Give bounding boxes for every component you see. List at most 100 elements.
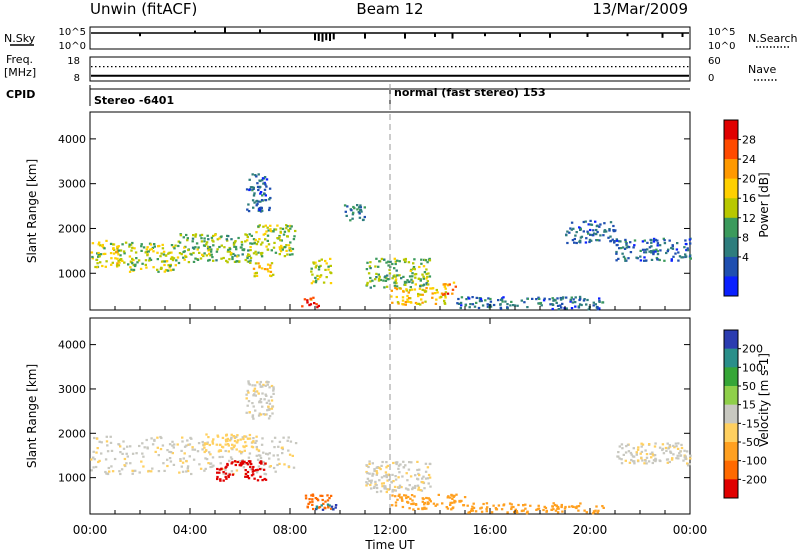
scatter-cell	[378, 466, 381, 469]
scatter-cell	[161, 444, 165, 447]
scatter-cell	[257, 207, 261, 210]
scatter-cell	[206, 247, 210, 250]
scatter-cell	[259, 468, 262, 471]
scatter-cell	[202, 443, 205, 446]
scatter-cell	[523, 301, 526, 304]
scatter-cell	[429, 287, 432, 290]
scatter-cell	[382, 482, 385, 485]
scatter-cell	[394, 504, 398, 507]
scatter-cell	[450, 493, 453, 496]
scatter-cell	[183, 246, 186, 249]
scatter-cell	[675, 445, 678, 448]
scatter-cell	[459, 306, 462, 310]
scatter-cell	[312, 507, 315, 511]
scatter-cell	[425, 282, 428, 285]
scatter-cell	[396, 498, 399, 501]
scatter-cell	[316, 274, 319, 277]
scatter-cell	[146, 254, 149, 257]
scatter-cell	[202, 244, 206, 247]
scatter-cell	[233, 436, 237, 439]
scatter-cell	[159, 448, 163, 451]
scatter-cell	[207, 462, 210, 465]
scatter-cell	[230, 238, 233, 241]
scatter-cell	[100, 452, 103, 455]
scatter-cell	[627, 257, 630, 260]
scatter-cell	[267, 417, 271, 420]
scatter-cell	[655, 248, 658, 251]
scatter-cell	[187, 248, 190, 252]
scatter-cell	[544, 506, 548, 510]
scatter-cell	[643, 251, 646, 254]
scatter-cell	[309, 303, 313, 306]
scatter-cell	[246, 404, 249, 407]
scatter-cell	[592, 229, 595, 232]
scatter-cell	[321, 508, 325, 511]
scatter-cell	[608, 229, 611, 232]
scatter-cell	[282, 233, 286, 236]
scatter-cell	[689, 254, 692, 257]
scatter-cell	[411, 281, 414, 284]
scatter-cell	[252, 405, 255, 408]
scatter-cell	[200, 240, 204, 243]
scatter-cell	[95, 437, 99, 440]
scatter-cell	[97, 255, 100, 258]
scatter-cell	[306, 505, 309, 508]
scatter-cell	[555, 301, 558, 304]
scatter-cell	[222, 479, 225, 482]
scatter-cell	[368, 472, 371, 475]
scatter-cell	[446, 507, 450, 510]
scatter-cell	[219, 479, 222, 482]
scatter-cell	[404, 464, 407, 467]
scatter-cell	[525, 512, 529, 515]
scatter-cell	[679, 450, 682, 453]
colorbar-tick-label: 100	[742, 361, 763, 374]
scatter-cell	[394, 279, 397, 282]
scatter-cell	[579, 297, 582, 300]
scatter-cell	[628, 461, 632, 464]
scatter-cell	[578, 295, 582, 298]
scatter-cell	[135, 257, 138, 260]
scatter-cell	[269, 465, 272, 468]
scatter-cell	[286, 253, 289, 256]
scatter-cell	[656, 244, 659, 247]
scatter-cell	[247, 253, 250, 256]
scatter-cell	[358, 216, 362, 219]
scatter-cell	[291, 247, 295, 251]
scatter-cell	[686, 462, 689, 465]
scatter-cell	[244, 472, 248, 476]
scatter-cell	[632, 455, 636, 458]
x-tick-label: 16:00	[473, 523, 508, 537]
scatter-cell	[247, 456, 251, 459]
scatter-cell	[246, 389, 249, 392]
scatter-cell	[429, 462, 432, 466]
scatter-cell	[423, 271, 427, 274]
scatter-cell	[350, 209, 353, 212]
scatter-cell	[171, 256, 174, 259]
scatter-cell	[263, 176, 267, 179]
scatter-cell	[595, 233, 598, 236]
scatter-cell	[500, 508, 504, 511]
scatter-cell	[258, 179, 261, 182]
scatter-cell	[291, 454, 294, 457]
scatter-cell	[264, 224, 267, 227]
scatter-cell	[351, 217, 354, 220]
scatter-cell	[270, 249, 273, 252]
scatter-cell	[670, 258, 673, 261]
scatter-cell	[409, 269, 412, 272]
scatter-cell	[112, 247, 115, 250]
scatter-cell	[487, 297, 490, 300]
scatter-cell	[422, 275, 425, 278]
scatter-cell	[229, 456, 233, 459]
scatter-cell	[265, 394, 268, 397]
scatter-cell	[314, 261, 317, 264]
scatter-cell	[378, 479, 381, 482]
scatter-cell	[166, 269, 170, 272]
scatter-cell	[190, 472, 193, 476]
scatter-cell	[301, 305, 304, 308]
scatter-cell	[618, 457, 621, 460]
scatter-cell	[442, 293, 445, 296]
scatter-cell	[324, 500, 327, 503]
scatter-cell	[315, 507, 319, 510]
scatter-cell	[540, 304, 543, 307]
scatter-cell	[216, 248, 219, 251]
